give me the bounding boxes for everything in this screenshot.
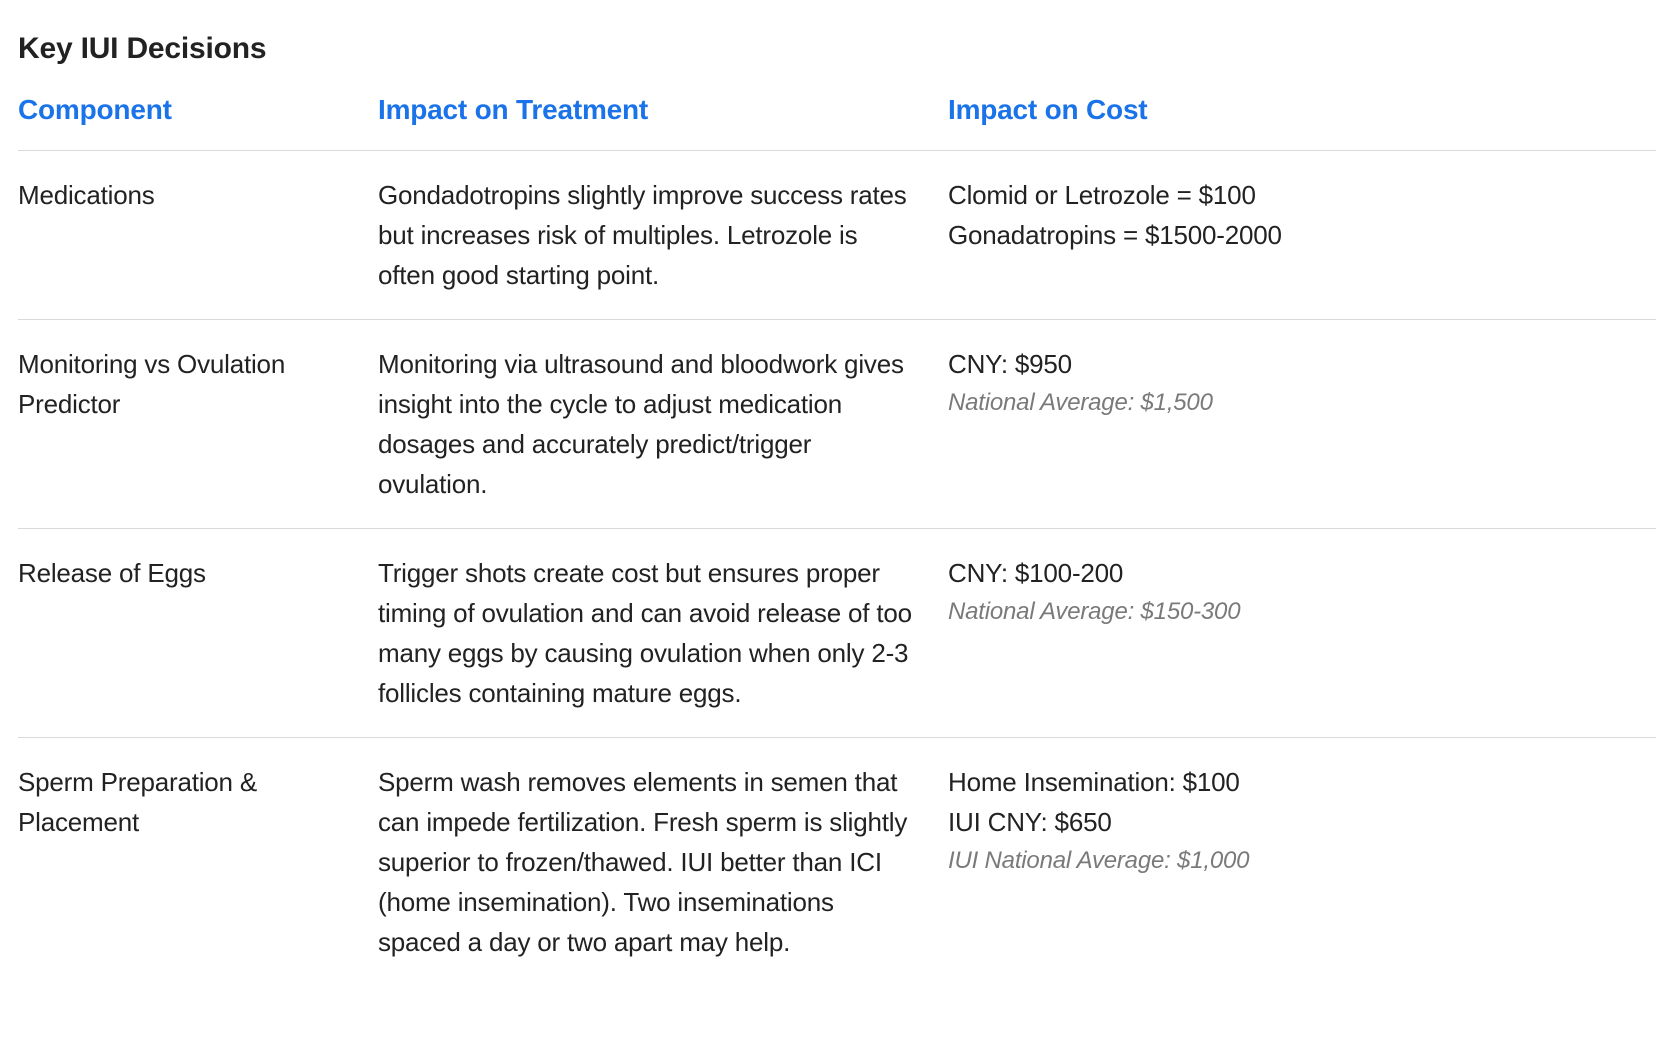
cell-component: Medications [18, 151, 378, 320]
cost-line: Gonadatropins = $1500-2000 [948, 215, 1656, 255]
cost-line: CNY: $100-200 [948, 553, 1656, 593]
cell-impact-cost: CNY: $100-200National Average: $150-300 [948, 529, 1656, 738]
cell-impact-cost: Clomid or Letrozole = $100Gonadatropins … [948, 151, 1656, 320]
table-header-row: Component Impact on Treatment Impact on … [18, 94, 1656, 151]
cell-impact-treatment: Gondadotropins slightly improve success … [378, 151, 948, 320]
cost-national-average: National Average: $1,500 [948, 386, 1656, 420]
decisions-table: Component Impact on Treatment Impact on … [18, 94, 1656, 986]
cost-line: Home Insemination: $100 [948, 762, 1656, 802]
header-component: Component [18, 94, 378, 151]
cell-impact-treatment: Monitoring via ultrasound and bloodwork … [378, 320, 948, 529]
cell-impact-cost: Home Insemination: $100IUI CNY: $650IUI … [948, 738, 1656, 987]
header-impact-treatment: Impact on Treatment [378, 94, 948, 151]
cell-component: Release of Eggs [18, 529, 378, 738]
page-title: Key IUI Decisions [18, 32, 1656, 66]
cell-impact-treatment: Trigger shots create cost but ensures pr… [378, 529, 948, 738]
table-row: Monitoring vs Ovulation PredictorMonitor… [18, 320, 1656, 529]
cost-line: CNY: $950 [948, 344, 1656, 384]
table-row: Sperm Preparation & PlacementSperm wash … [18, 738, 1656, 987]
table-row: Release of EggsTrigger shots create cost… [18, 529, 1656, 738]
header-impact-cost: Impact on Cost [948, 94, 1656, 151]
cost-national-average: National Average: $150-300 [948, 595, 1656, 629]
table-row: MedicationsGondadotropins slightly impro… [18, 151, 1656, 320]
cell-component: Sperm Preparation & Placement [18, 738, 378, 987]
cell-impact-treatment: Sperm wash removes elements in semen tha… [378, 738, 948, 987]
cost-line: IUI CNY: $650 [948, 802, 1656, 842]
table-container: Key IUI Decisions Component Impact on Tr… [0, 0, 1674, 1026]
cost-national-average: IUI National Average: $1,000 [948, 844, 1656, 878]
cell-impact-cost: CNY: $950National Average: $1,500 [948, 320, 1656, 529]
cost-line: Clomid or Letrozole = $100 [948, 175, 1656, 215]
cell-component: Monitoring vs Ovulation Predictor [18, 320, 378, 529]
